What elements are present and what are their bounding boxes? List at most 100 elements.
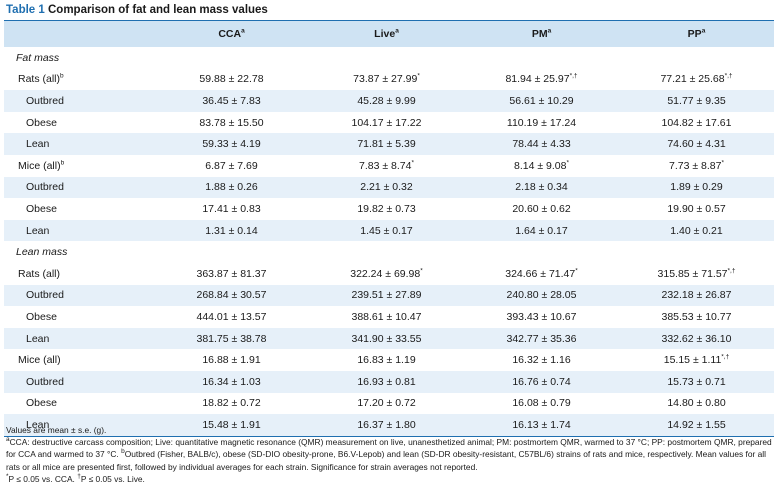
cell-cca: 16.88 ± 1.91 (154, 349, 309, 371)
cell-pp: 332.62 ± 36.10 (619, 328, 774, 350)
cell-live: 388.61 ± 10.47 (309, 306, 464, 328)
header-live: Livea (309, 21, 464, 48)
header-row: CCAa Livea PMa PPa (4, 21, 774, 48)
cell-live: 73.87 ± 27.99* (309, 69, 464, 91)
cell-pp: 315.85 ± 71.57*,† (619, 263, 774, 285)
table-row: Obese 444.01 ± 13.57 388.61 ± 10.47 393.43 … (4, 306, 774, 328)
cell-cca: 381.75 ± 38.78 (154, 328, 309, 350)
table-caption: Comparison of fat and lean mass values (48, 4, 268, 16)
cell-cca: 1.88 ± 0.26 (154, 177, 309, 199)
cell-live: 1.45 ± 0.17 (309, 220, 464, 242)
cell-cca: 16.34 ± 1.03 (154, 371, 309, 393)
cell-cca: 268.84 ± 30.57 (154, 285, 309, 307)
cell-pp: 15.73 ± 0.71 (619, 371, 774, 393)
section-row: Lean mass (4, 241, 774, 263)
cell-pm: 20.60 ± 0.62 (464, 198, 619, 220)
section-label: Lean mass (4, 241, 774, 263)
cell-live: 7.83 ± 8.74* (309, 155, 464, 177)
cell-pm: 393.43 ± 10.67 (464, 306, 619, 328)
cell-pm: 16.76 ± 0.74 (464, 371, 619, 393)
cell-live: 17.20 ± 0.72 (309, 393, 464, 415)
cell-pm: 78.44 ± 4.33 (464, 133, 619, 155)
cell-cca: 83.78 ± 15.50 (154, 112, 309, 134)
cell-pp: 1.40 ± 0.21 (619, 220, 774, 242)
cell-pp: 232.18 ± 26.87 (619, 285, 774, 307)
cell-pp: 19.90 ± 0.57 (619, 198, 774, 220)
cell-pm: 110.19 ± 17.24 (464, 112, 619, 134)
cell-live: 16.93 ± 0.81 (309, 371, 464, 393)
cell-cca: 6.87 ± 7.69 (154, 155, 309, 177)
cell-cca: 59.88 ± 22.78 (154, 69, 309, 91)
table-row: Obese 17.41 ± 0.83 19.82 ± 0.73 20.60 ± 0.6… (4, 198, 774, 220)
header-pm: PMa (464, 21, 619, 48)
cell-live: 16.83 ± 1.19 (309, 349, 464, 371)
table-row: Obese 83.78 ± 15.50 104.17 ± 17.22 110.19 ±… (4, 112, 774, 134)
cell-cca: 363.87 ± 81.37 (154, 263, 309, 285)
cell-live: 45.28 ± 9.99 (309, 90, 464, 112)
table-row: Lean 59.33 ± 4.19 71.81 ± 5.39 78.44 ± 4.33… (4, 133, 774, 155)
cell-pp: 51.77 ± 9.35 (619, 90, 774, 112)
cell-pm: 56.61 ± 10.29 (464, 90, 619, 112)
table-row: Outbred 1.88 ± 0.26 2.21 ± 0.32 2.18 ± 0.34… (4, 177, 774, 199)
cell-pm: 16.08 ± 0.79 (464, 393, 619, 415)
cell-live: 2.21 ± 0.32 (309, 177, 464, 199)
cell-pp: 15.15 ± 1.11*,† (619, 349, 774, 371)
cell-live: 71.81 ± 5.39 (309, 133, 464, 155)
row-label: Obese (4, 306, 154, 328)
cell-pp: 1.89 ± 0.29 (619, 177, 774, 199)
table-body: Fat mass Rats (all)b 59.88 ± 22.78 73.87 ± … (4, 47, 774, 436)
cell-pm: 8.14 ± 9.08* (464, 155, 619, 177)
cell-pp: 74.60 ± 4.31 (619, 133, 774, 155)
cell-pm: 1.64 ± 0.17 (464, 220, 619, 242)
row-label: Obese (4, 112, 154, 134)
header-blank (4, 21, 154, 48)
header-cca: CCAa (154, 21, 309, 48)
cell-pm: 2.18 ± 0.34 (464, 177, 619, 199)
header-pp: PPa (619, 21, 774, 48)
footnote-a: aCCA: destructive carcass composition; L… (6, 436, 772, 473)
cell-live: 322.24 ± 69.98* (309, 263, 464, 285)
row-label: Mice (all)b (4, 155, 154, 177)
row-label: Rats (all) (4, 263, 154, 285)
cell-pp: 14.80 ± 0.80 (619, 393, 774, 415)
row-label: Outbred (4, 285, 154, 307)
cell-pm: 324.66 ± 71.47* (464, 263, 619, 285)
cell-cca: 17.41 ± 0.83 (154, 198, 309, 220)
cell-pm: 16.32 ± 1.16 (464, 349, 619, 371)
cell-live: 104.17 ± 17.22 (309, 112, 464, 134)
table-title: Table 1 Comparison of fat and lean mass … (6, 4, 268, 16)
cell-pm: 240.80 ± 28.05 (464, 285, 619, 307)
cell-cca: 1.31 ± 0.14 (154, 220, 309, 242)
row-label: Lean (4, 220, 154, 242)
cell-cca: 59.33 ± 4.19 (154, 133, 309, 155)
group-row: Mice (all) 16.88 ± 1.91 16.83 ± 1.19 16.32 … (4, 349, 774, 371)
cell-live: 239.51 ± 27.89 (309, 285, 464, 307)
cell-pp: 385.53 ± 10.77 (619, 306, 774, 328)
section-row: Fat mass (4, 47, 774, 69)
table-row: Outbred 268.84 ± 30.57 239.51 ± 27.89 240.8… (4, 285, 774, 307)
row-label: Outbred (4, 90, 154, 112)
cell-cca: 444.01 ± 13.57 (154, 306, 309, 328)
table-footnotes: Values are mean ± s.e. (g). aCCA: destru… (6, 424, 772, 485)
table-number: Table 1 (6, 4, 45, 16)
cell-pp: 104.82 ± 17.61 (619, 112, 774, 134)
cell-pp: 77.21 ± 25.68*,† (619, 69, 774, 91)
table-row: Outbred 36.45 ± 7.83 45.28 ± 9.99 56.61 ± 1… (4, 90, 774, 112)
cell-pm: 342.77 ± 35.36 (464, 328, 619, 350)
footnote-values: Values are mean ± s.e. (g). (6, 424, 772, 436)
row-label: Lean (4, 133, 154, 155)
row-label: Outbred (4, 177, 154, 199)
cell-cca: 18.82 ± 0.72 (154, 393, 309, 415)
row-label: Mice (all) (4, 349, 154, 371)
row-label: Obese (4, 198, 154, 220)
cell-cca: 36.45 ± 7.83 (154, 90, 309, 112)
data-table-container: CCAa Livea PMa PPa Fat mass Rats (all)b 59… (4, 20, 774, 437)
group-row: Mice (all)b 6.87 ± 7.69 7.83 ± 8.74* 8.14 ±… (4, 155, 774, 177)
cell-pm: 81.94 ± 25.97*,† (464, 69, 619, 91)
table-row: Outbred 16.34 ± 1.03 16.93 ± 0.81 16.76 ± 0… (4, 371, 774, 393)
row-label: Lean (4, 328, 154, 350)
table-row: Lean 381.75 ± 38.78 341.90 ± 33.55 342.77 ±… (4, 328, 774, 350)
cell-live: 19.82 ± 0.73 (309, 198, 464, 220)
row-label: Outbred (4, 371, 154, 393)
section-label: Fat mass (4, 47, 774, 69)
